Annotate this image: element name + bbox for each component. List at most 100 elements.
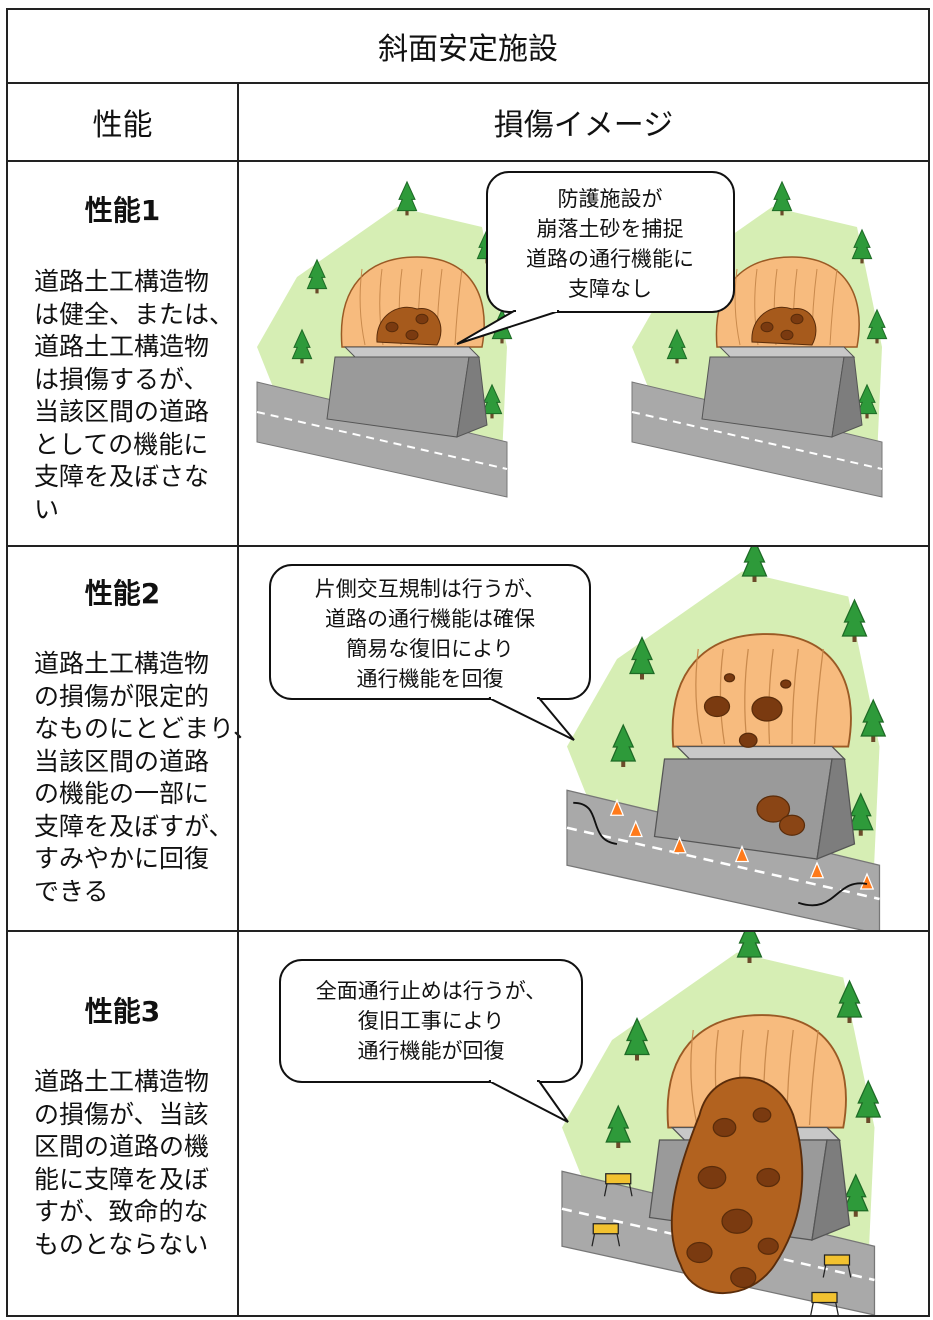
barricade <box>605 1173 632 1185</box>
barricade-leg <box>616 1233 621 1247</box>
illustration <box>561 932 882 1315</box>
bubble-line: 道路の通行機能に <box>526 247 694 271</box>
tree <box>841 598 868 637</box>
description-line: 当該区間の道路 <box>34 397 210 426</box>
slope <box>671 633 852 748</box>
tree <box>866 308 888 340</box>
slope-line <box>359 268 366 346</box>
tree <box>741 547 768 577</box>
barricade-leg <box>603 1183 608 1197</box>
detour-arrow <box>573 801 618 845</box>
barricade-leg <box>591 1233 596 1247</box>
debris <box>738 732 758 748</box>
description-line: の損傷が限定的 <box>34 681 210 711</box>
barricade-leg <box>810 1302 814 1315</box>
debris <box>760 321 774 333</box>
wall-top <box>343 346 481 358</box>
debris <box>778 814 806 836</box>
tree-trunk <box>858 827 863 836</box>
description-line: ものとならない <box>34 1229 209 1259</box>
row-label: 性能3 <box>84 995 161 1028</box>
description-line: 当該区間の道路 <box>34 746 210 776</box>
slope-line <box>695 648 703 745</box>
description-line: できる <box>34 876 109 906</box>
description-line: 道路土工構造物 <box>34 1067 210 1096</box>
wall-top <box>675 745 847 760</box>
tree <box>855 1079 882 1118</box>
debris <box>756 795 791 823</box>
debris <box>721 1208 753 1234</box>
tree-trunk <box>866 1115 871 1123</box>
tree-trunk <box>635 1052 639 1061</box>
wall-side <box>456 356 488 438</box>
road-line <box>631 411 883 470</box>
tree-trunk <box>865 412 869 419</box>
tree-trunk <box>490 412 494 419</box>
speech-bubble <box>279 959 583 1083</box>
slope-line <box>808 1029 819 1126</box>
cone <box>672 836 687 854</box>
speech-tail-join <box>491 695 537 699</box>
debris <box>405 329 419 341</box>
row-description: 道路土工構造物 は健全、または、 道路土工構造物 は損傷するが、 当該区間の道路 としての… <box>34 266 234 526</box>
speech-tail <box>488 1080 569 1123</box>
row-label-cell: 性能1 道路土工構造物 は健全、または、 道路土工構造物 は損傷するが、 当該区間の道路と… <box>6 160 239 547</box>
row-description: 道路土工構造物 の損傷が、当該 区間の道路の機 能に支障を及ぼ すが、致命的な ものとなら… <box>34 1066 209 1261</box>
slope <box>340 256 485 348</box>
speech-bubble <box>486 171 735 313</box>
bubble-line: 全面通行止めは行うが、 <box>316 979 547 1003</box>
description-line: 道路土工構造物 <box>34 649 210 678</box>
cone <box>609 798 625 816</box>
wall-top <box>718 346 856 358</box>
barricade <box>811 1291 838 1304</box>
debris <box>697 1165 727 1190</box>
illustration <box>256 180 513 498</box>
header-performance: 性能 <box>92 108 153 143</box>
tree <box>610 723 637 762</box>
description-line: 区間の道路の機 <box>34 1132 210 1161</box>
bubble-line: 道路の通行機能は確保 <box>325 607 535 631</box>
tree <box>306 258 328 290</box>
tree <box>629 635 655 675</box>
bubble-line: 支障なし <box>568 277 652 301</box>
row-label-cell: 性能3 道路土工構造物 の損傷が、当該 区間の道路の機 能に支障を及ぼ すが、致命的な もの… <box>6 930 239 1317</box>
tree <box>666 328 688 360</box>
tree-trunk <box>847 1015 852 1023</box>
description-line: は健全、または、 <box>34 299 235 329</box>
tree-trunk <box>875 337 879 344</box>
detour-arrow <box>797 882 868 907</box>
cone <box>859 872 875 890</box>
debris <box>703 695 731 718</box>
image-cell: 防護施設が 崩落土砂を捕捉 道路の通行機能に 支障なし <box>237 160 930 547</box>
row-label-cell: 性能2 道路土工構造物 の損傷が限定的 なものにとどまり、 当該区間の道路 の機能の一部に… <box>6 545 258 932</box>
row-label: 性能2 <box>84 577 161 610</box>
tree-trunk <box>860 257 864 264</box>
tree <box>771 180 793 212</box>
tree-trunk <box>675 357 679 364</box>
barricade-leg <box>847 1264 852 1278</box>
tree <box>736 932 763 958</box>
description-line: 道路土工構造物 <box>34 332 210 361</box>
tree-trunk <box>300 357 304 364</box>
slope-line <box>454 268 463 346</box>
tree <box>624 1016 650 1056</box>
barricade-leg <box>822 1264 827 1278</box>
tree-trunk <box>621 759 626 767</box>
tree-trunk <box>752 574 757 582</box>
slope-line <box>690 1029 698 1126</box>
bubble-line: 通行機能が回復 <box>358 1039 505 1063</box>
wall-side <box>816 758 856 860</box>
tree-trunk <box>747 955 752 963</box>
debris <box>751 696 783 722</box>
barricade-leg <box>628 1183 633 1197</box>
cone <box>809 861 825 879</box>
bubble-line: 簡易な復旧により <box>346 637 514 661</box>
description-line: なものにとどまり、 <box>34 714 259 743</box>
tree-trunk <box>315 287 319 294</box>
description-line: 支障を及ぼすが、 <box>34 811 234 841</box>
header-cell: 性能 <box>6 82 239 162</box>
tree <box>836 979 863 1018</box>
debris <box>686 1241 713 1264</box>
